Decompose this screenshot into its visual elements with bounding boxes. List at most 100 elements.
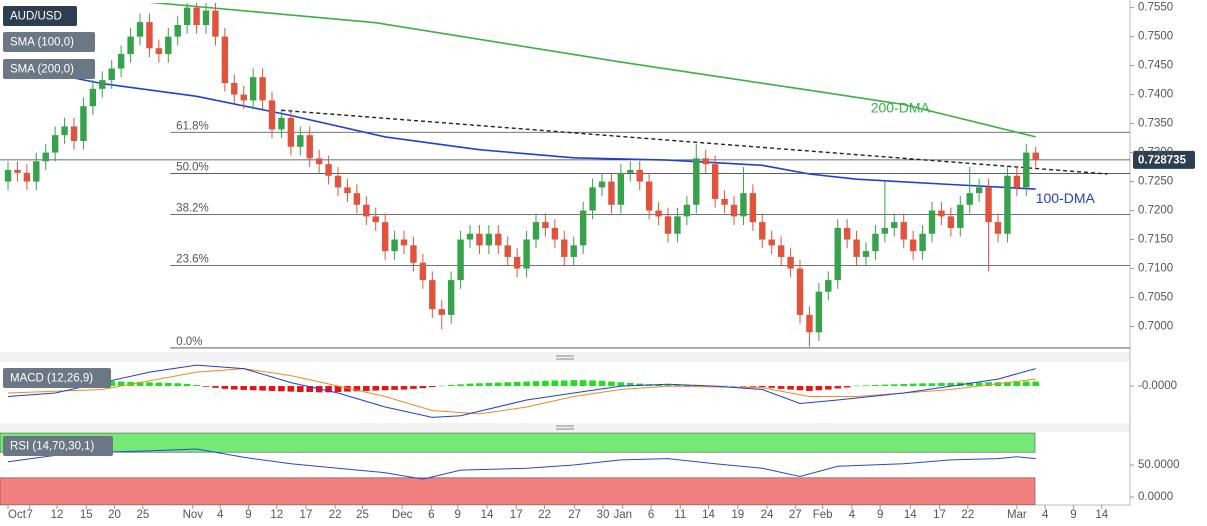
- macd-histogram-bar: [296, 386, 304, 392]
- macd-histogram-bar: [494, 382, 502, 387]
- macd-histogram-bar: [881, 384, 889, 387]
- candle-body: [306, 135, 313, 159]
- x-tick-label: 19: [731, 509, 744, 521]
- x-tick-label: 27: [568, 509, 581, 521]
- macd-histogram-bar: [476, 383, 483, 387]
- macd-histogram-bar: [325, 386, 332, 393]
- macd-histogram-bar: [560, 380, 568, 387]
- x-tick-label: Dec: [392, 509, 413, 521]
- candle-body: [1023, 152, 1030, 188]
- x-tick-label: 6: [428, 509, 434, 521]
- macd-histogram-bar: [410, 386, 417, 389]
- macd-histogram-bar: [240, 386, 248, 390]
- x-tick-label: 9: [877, 509, 883, 521]
- macd-histogram-bar: [768, 386, 776, 388]
- y-tick-label: 50.0000: [1138, 459, 1180, 471]
- candle-body: [1013, 175, 1021, 188]
- sma-label: 100-DMA: [1036, 190, 1096, 206]
- candle-body: [249, 77, 257, 101]
- macd-histogram-bar: [1032, 381, 1040, 387]
- candle-body: [14, 169, 21, 173]
- candle-body: [391, 239, 398, 252]
- macd-histogram-bar: [551, 380, 559, 387]
- symbol-box[interactable]: [3, 6, 77, 26]
- candle-body: [542, 222, 549, 228]
- x-tick-label: Oct: [8, 509, 27, 521]
- candle-body: [51, 135, 59, 153]
- candle-body: [268, 100, 276, 130]
- candle-body: [278, 117, 285, 130]
- candle-body: [155, 48, 163, 55]
- x-tick-label: 30: [597, 509, 610, 521]
- macd-histogram-bar: [919, 383, 926, 387]
- candle-body: [146, 22, 153, 49]
- macd-histogram-bar: [909, 383, 917, 387]
- macd-histogram-bar: [928, 383, 936, 387]
- price-panel: 100.0%61.8%50.0%38.2%23.6%0.0%: [0, 3, 1130, 349]
- y-tick-label: 0.7400: [1138, 89, 1173, 101]
- macd-histogram-bar: [617, 382, 625, 387]
- macd-histogram-bar: [259, 386, 266, 391]
- candle-body: [759, 222, 766, 240]
- indicator-box[interactable]: [3, 59, 95, 79]
- candle-body: [711, 164, 719, 199]
- candle-body: [334, 175, 342, 188]
- x-tick-label: Jan: [613, 509, 632, 521]
- y-tick-label: 0.7200: [1138, 205, 1173, 217]
- candle-body: [966, 193, 973, 205]
- candle-body: [513, 256, 521, 269]
- candle-body: [212, 10, 219, 37]
- grip[interactable]: [556, 425, 574, 430]
- candle-body: [815, 291, 823, 333]
- macd-histogram-bar: [862, 385, 870, 387]
- candle-body: [796, 268, 804, 315]
- candle-body: [117, 54, 125, 69]
- x-tick-label: 17: [300, 509, 313, 521]
- candle-body: [457, 239, 464, 281]
- candle-body: [485, 233, 493, 246]
- x-tick-label: 22: [961, 509, 974, 521]
- macd-histogram-bar: [787, 386, 794, 390]
- y-tick-label: -0.0000: [1138, 380, 1177, 392]
- candle-body: [429, 280, 436, 310]
- candle-body: [655, 210, 662, 217]
- candle-body: [693, 158, 700, 205]
- oversold-zone: [0, 477, 1036, 505]
- candle-body: [627, 169, 634, 173]
- macd-histogram-bar: [400, 386, 408, 390]
- candle-body: [740, 193, 747, 217]
- candle-body: [721, 198, 728, 205]
- x-tick-label: 6: [648, 509, 654, 521]
- candle-body: [551, 227, 559, 240]
- candle-body: [523, 239, 530, 269]
- candle-body: [287, 117, 295, 147]
- candle-body: [702, 158, 709, 165]
- indicator-box[interactable]: [3, 368, 111, 388]
- x-tick-label: 25: [136, 509, 149, 521]
- macd-histogram-bar: [202, 386, 210, 387]
- candle-body: [174, 25, 181, 37]
- grip[interactable]: [556, 355, 574, 360]
- y-tick-label: 0.7000: [1138, 321, 1173, 333]
- candle-body: [297, 135, 304, 147]
- macd-histogram-bar: [947, 382, 955, 387]
- candle-body: [900, 222, 907, 240]
- macd-histogram-bar: [589, 380, 596, 387]
- macd-histogram-bar: [278, 386, 285, 392]
- candle-body: [447, 280, 455, 315]
- macd-histogram-bar: [975, 382, 983, 387]
- x-tick-label: 14: [481, 509, 494, 521]
- macd-histogram-bar: [287, 386, 295, 392]
- indicator-box[interactable]: [3, 436, 113, 456]
- indicator-box[interactable]: [3, 32, 95, 52]
- macd-histogram-bar: [155, 382, 163, 387]
- x-tick-label: 4: [1042, 509, 1049, 521]
- candle-body: [645, 181, 653, 211]
- last-price-label: 0.728735: [1138, 154, 1187, 166]
- y-tick-label: 0.7100: [1138, 263, 1173, 275]
- candle-body: [891, 222, 898, 228]
- x-tick-label: 9: [245, 509, 251, 521]
- y-tick-label: 0.7250: [1138, 176, 1173, 188]
- candle-body: [777, 245, 785, 257]
